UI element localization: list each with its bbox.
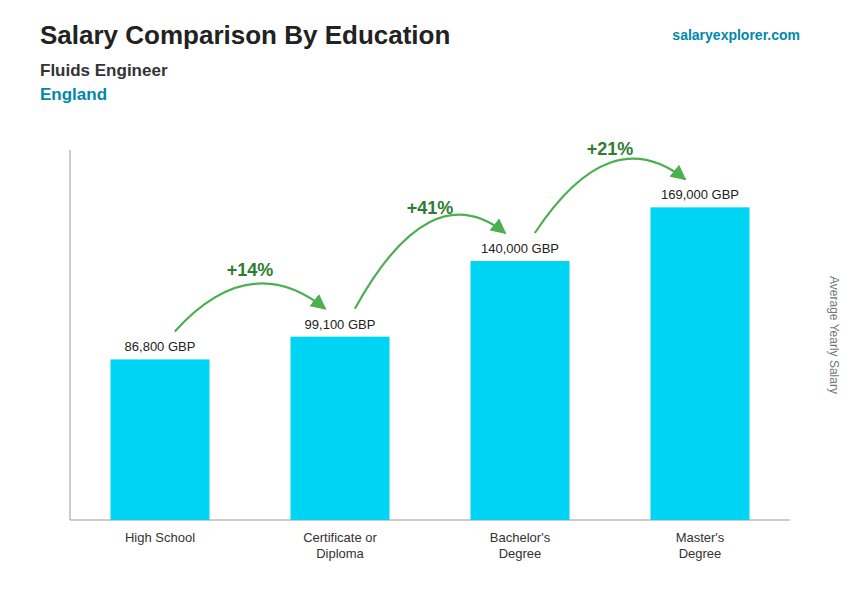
y-axis-label: Average Yearly Salary — [827, 276, 841, 394]
change-arrow — [355, 215, 505, 309]
x-tick-label: Certificate orDiploma — [303, 530, 377, 561]
subtitle: Fluids Engineer — [40, 61, 168, 80]
bar — [291, 337, 390, 520]
annotation: +14% — [227, 260, 274, 280]
title: Salary Comparison By Education — [40, 20, 450, 50]
change-arrow — [535, 159, 685, 233]
data-label: 86,800 GBP — [125, 339, 196, 354]
annotation: +41% — [407, 198, 454, 218]
bar — [471, 261, 570, 520]
subtitle: England — [40, 85, 107, 104]
bar — [651, 207, 750, 520]
x-tick-label: High School — [125, 530, 195, 545]
bars — [111, 207, 750, 520]
data-label: 169,000 GBP — [661, 187, 739, 202]
bar — [111, 359, 210, 520]
annotation: +21% — [587, 139, 634, 159]
data-label: 140,000 GBP — [481, 241, 559, 256]
data-label: 99,100 GBP — [305, 317, 376, 332]
x-tick-label: Master'sDegree — [676, 530, 725, 561]
change-arrow — [175, 283, 325, 331]
chart: Salary Comparison By Education Fluids Eng… — [0, 0, 850, 606]
background — [0, 0, 850, 606]
watermark: salaryexplorer.com — [672, 27, 800, 43]
x-tick-label: Bachelor'sDegree — [490, 530, 551, 561]
y-axis-line — [70, 150, 71, 520]
